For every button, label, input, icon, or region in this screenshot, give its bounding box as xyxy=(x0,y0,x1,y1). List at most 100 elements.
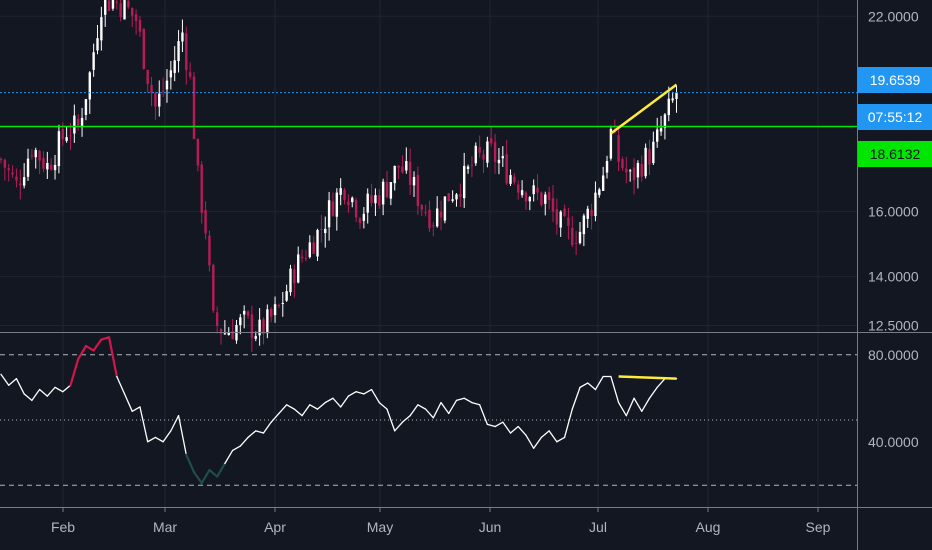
rsi-segment-37 xyxy=(285,404,296,410)
candle-body-44 xyxy=(169,70,173,78)
candle-body-0 xyxy=(0,159,3,161)
rsi-segment-19 xyxy=(147,436,157,443)
candle-body-51 xyxy=(196,138,200,166)
candle-body-127 xyxy=(490,138,493,144)
candle-49 xyxy=(188,62,192,80)
candle-body-122 xyxy=(470,164,474,166)
candle-body-143 xyxy=(551,198,555,212)
candle-body-153 xyxy=(590,210,593,217)
rsi-segment-76 xyxy=(587,382,597,391)
candle-body-128 xyxy=(493,142,497,162)
candle-body-174 xyxy=(671,98,674,101)
candle-60 xyxy=(231,318,234,340)
candle-body-21 xyxy=(80,117,84,127)
candle-body-138 xyxy=(532,185,535,195)
candle-115 xyxy=(443,196,447,224)
candle-84 xyxy=(324,216,327,248)
rsi-segment-21 xyxy=(162,430,172,443)
countdown-tag xyxy=(858,104,932,130)
candle-body-50 xyxy=(192,76,196,139)
candle-body-67 xyxy=(258,319,261,336)
candle-55 xyxy=(212,263,215,314)
candle-body-13 xyxy=(49,164,53,170)
rsi-segment-72 xyxy=(556,436,566,443)
candle-78 xyxy=(300,249,304,263)
candle-52 xyxy=(200,161,203,224)
candle-body-125 xyxy=(482,154,485,160)
candle-body-115 xyxy=(443,196,447,221)
candle-123 xyxy=(474,142,477,166)
candle-15 xyxy=(57,124,61,174)
candle-76 xyxy=(293,264,296,298)
rsi-segment-4 xyxy=(31,388,41,402)
candle-133 xyxy=(513,173,516,185)
candle-63 xyxy=(242,305,246,329)
candle-body-81 xyxy=(312,242,315,254)
candle-body-65 xyxy=(250,314,254,338)
candle-150 xyxy=(578,222,582,245)
candle-body-148 xyxy=(571,227,574,246)
candle-47 xyxy=(181,19,184,53)
candle-66 xyxy=(254,331,257,342)
rsi-segment-51 xyxy=(394,421,404,432)
candle-97 xyxy=(374,188,377,216)
candle-body-172 xyxy=(663,114,667,129)
candle-56 xyxy=(215,306,219,334)
candle-body-32 xyxy=(123,0,126,20)
candle-body-161 xyxy=(621,159,624,169)
candle-body-116 xyxy=(447,193,450,202)
candle-10 xyxy=(38,149,41,175)
candle-70 xyxy=(270,307,273,323)
time-tick-label: Jul xyxy=(589,519,607,535)
rsi-segment-77 xyxy=(594,375,604,391)
rsi-segment-35 xyxy=(270,412,280,423)
candle-body-118 xyxy=(455,194,458,200)
rsi-segment-36 xyxy=(278,404,288,415)
candle-127 xyxy=(490,127,493,147)
candle-body-144 xyxy=(555,209,559,225)
candle-75 xyxy=(289,264,292,296)
candle-94 xyxy=(362,207,366,229)
candle-139 xyxy=(536,174,539,201)
candle-body-5 xyxy=(19,183,22,186)
candle-21 xyxy=(80,107,84,137)
candle-body-136 xyxy=(524,192,528,202)
candle-body-113 xyxy=(435,208,439,227)
candle-body-8 xyxy=(30,155,34,157)
candle-body-74 xyxy=(285,291,288,301)
candle-86 xyxy=(331,192,335,217)
candle-body-119 xyxy=(459,193,462,197)
candle-body-73 xyxy=(281,303,284,305)
rsi-segment-69 xyxy=(533,436,543,449)
rsi-segment-17 xyxy=(131,406,141,412)
candle-25 xyxy=(96,24,99,55)
candle-body-70 xyxy=(270,308,273,317)
candle-38 xyxy=(146,69,149,93)
candle-body-7 xyxy=(26,158,30,177)
candle-125 xyxy=(482,149,485,174)
rsi-series xyxy=(0,336,857,486)
rsi-segment-80 xyxy=(617,401,627,417)
candle-145 xyxy=(559,210,562,237)
candle-41 xyxy=(158,80,161,117)
candle-body-142 xyxy=(547,192,551,200)
candle-81 xyxy=(312,235,315,254)
rsi-segment-83 xyxy=(641,397,651,412)
rsi-segment-24 xyxy=(185,453,196,474)
candle-103 xyxy=(397,165,400,180)
candle-90 xyxy=(347,194,350,213)
rsi-segment-14 xyxy=(107,336,118,378)
candle-122 xyxy=(470,156,474,178)
rsi-segment-13 xyxy=(100,336,111,341)
candle-0 xyxy=(0,157,3,164)
candle-body-9 xyxy=(34,149,37,158)
candle-body-162 xyxy=(625,168,628,173)
candle-body-11 xyxy=(42,158,45,169)
candle-155 xyxy=(598,187,601,198)
candle-42 xyxy=(161,77,165,97)
candle-108 xyxy=(416,166,420,215)
candle-129 xyxy=(497,147,501,175)
candle-body-141 xyxy=(544,194,547,204)
candle-body-30 xyxy=(115,1,118,3)
